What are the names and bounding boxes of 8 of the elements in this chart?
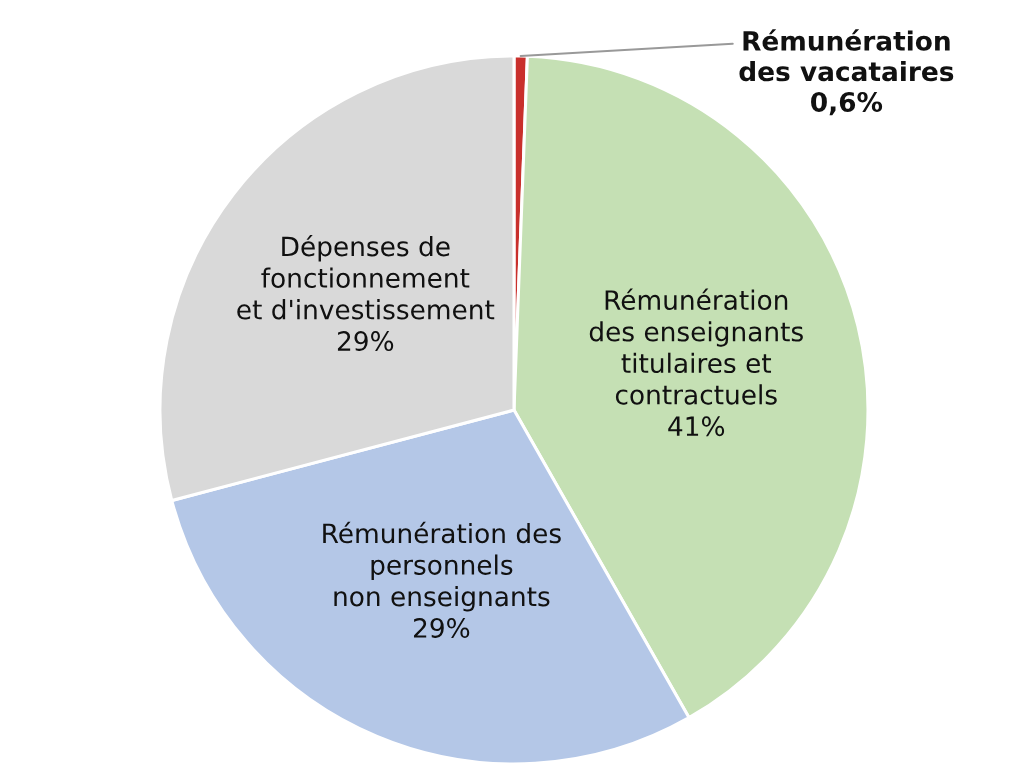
slice-label: Rémunération des personnels non enseignants [323, 521, 561, 612]
data-label: 29% [413, 618, 470, 638]
slice-label: Rémunération des enseignants titulaires et contractuels [589, 288, 803, 405]
data-label: 29% [337, 331, 394, 352]
slice-label: Dépenses de fonctionnement et d'investissement [237, 234, 495, 320]
data-label: 41% [668, 416, 725, 437]
data-label: 0,6% [811, 91, 883, 116]
slice-label: Rémunération des vacataires [739, 29, 954, 82]
